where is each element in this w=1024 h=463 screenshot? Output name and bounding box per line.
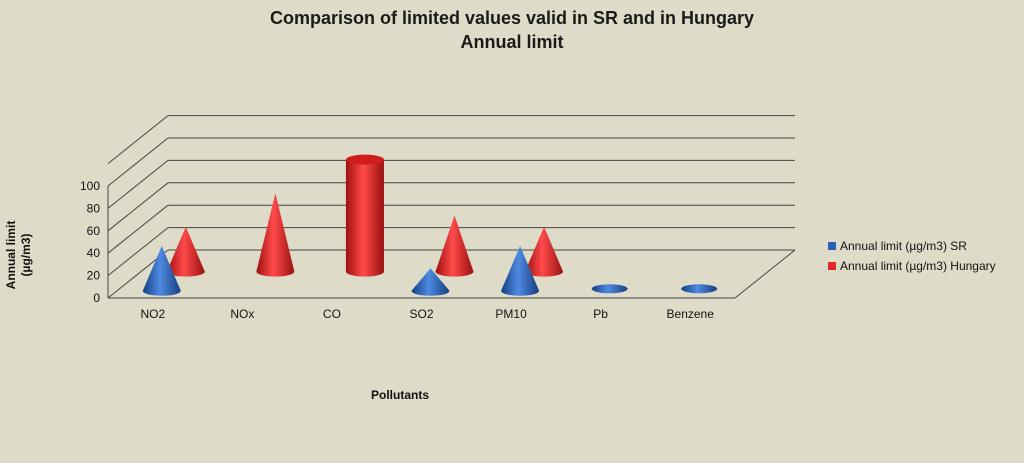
cone-hungary: [525, 226, 564, 277]
cone-sr: [501, 246, 540, 296]
gridline-depth: [107, 137, 169, 187]
legend: Annual limit (µg/m3) SR Annual limit (µg…: [828, 236, 996, 276]
y-tick-label: 40: [87, 246, 101, 260]
y-tick-label: 60: [87, 224, 101, 238]
floor-right-edge: [734, 249, 796, 299]
cone-hungary: [166, 226, 205, 277]
x-tick-label: NO2: [140, 307, 165, 321]
tick-layer: 0 20 40 60 80 100 NO2 NOx CO SO2 PM10 Pb Benzene: [80, 179, 714, 321]
x-tick-label: Pb: [593, 307, 608, 321]
legend-swatch-sr: [828, 242, 836, 250]
legend-item-sr: Annual limit (µg/m3) SR: [828, 236, 996, 256]
legend-swatch-hungary: [828, 262, 836, 270]
legend-label-sr: Annual limit (µg/m3) SR: [840, 239, 967, 253]
x-tick-label: Benzene: [667, 307, 715, 321]
legend-item-hungary: Annual limit (µg/m3) Hungary: [828, 256, 996, 276]
cylinder-top-hungary: [345, 154, 384, 165]
chart-title: Comparison of limited values valid in SR…: [269, 8, 755, 28]
cone-hungary: [256, 193, 295, 277]
x-tick-label: PM10: [495, 307, 527, 321]
legend-label-hungary: Annual limit (µg/m3) Hungary: [840, 259, 996, 273]
gridline-depth: [107, 160, 169, 209]
gridline-depth: [107, 204, 169, 254]
y-tick-label: 80: [87, 201, 101, 215]
x-tick-label: NOx: [230, 307, 254, 321]
x-axis-label: Pollutants: [370, 388, 429, 402]
mark-layer: [142, 154, 718, 296]
gridline-depth: [107, 227, 169, 276]
x-tick-label: CO: [323, 307, 341, 321]
gridline-depth: [107, 182, 169, 232]
y-tick-label: 20: [87, 269, 101, 283]
cone-sr: [142, 246, 181, 296]
cylinder-hungary: [345, 159, 384, 277]
cone-sr: [681, 284, 718, 294]
chart-subtitle: Annual limit: [460, 32, 564, 52]
gridline-depth: [107, 115, 169, 164]
cone-hungary: [435, 215, 474, 277]
y-tick-label: 100: [80, 179, 100, 193]
cone-sr: [411, 268, 450, 296]
cone-sr: [591, 284, 628, 294]
x-tick-label: SO2: [409, 307, 433, 321]
y-axis-label: Annual limit (µg/m3): [4, 220, 33, 290]
y-tick-label: 0: [93, 291, 100, 305]
